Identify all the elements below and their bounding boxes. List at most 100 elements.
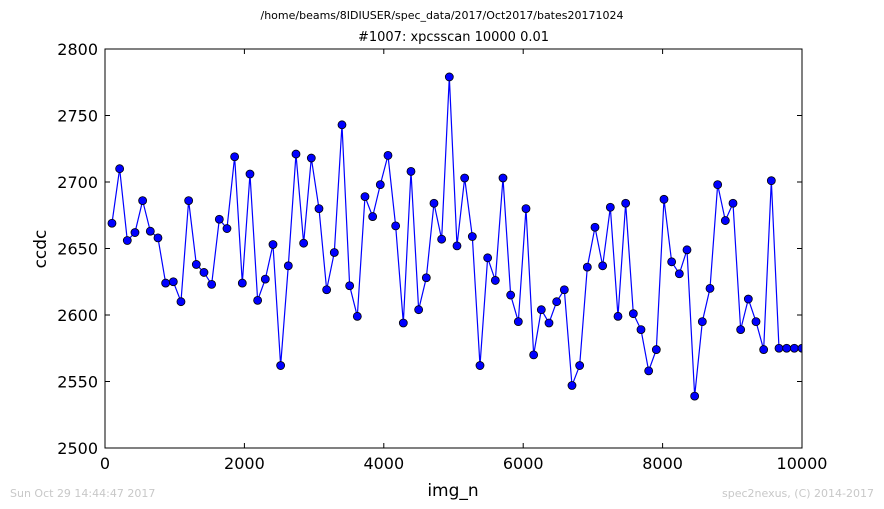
x-tick-label: 6000 [503, 454, 544, 473]
data-point [268, 240, 278, 249]
x-tick-label: 8000 [642, 454, 683, 473]
data-point [506, 290, 516, 300]
data-point [720, 216, 730, 225]
plot-marks [107, 72, 802, 401]
data-point [245, 169, 255, 179]
data-point [590, 222, 600, 232]
data-point [582, 262, 592, 272]
series-line [111, 76, 802, 397]
data-point [552, 297, 562, 307]
data-point [536, 305, 546, 315]
x-axis-label: img_n [427, 481, 478, 501]
chart-title: #1007: xpcsscan 10000 0.01 [357, 30, 550, 45]
data-point [667, 257, 677, 267]
data-point [651, 345, 661, 354]
data-point [437, 234, 447, 244]
data-point [751, 317, 761, 327]
data-point [230, 152, 240, 162]
data-point [575, 361, 585, 370]
data-point [460, 173, 470, 183]
data-point [329, 248, 339, 257]
data-point [168, 277, 178, 287]
data-point [375, 180, 385, 190]
data-point [276, 361, 286, 370]
data-point [153, 233, 163, 243]
data-point [299, 238, 309, 248]
data-point [115, 164, 125, 174]
data-point [345, 281, 355, 291]
data-point [122, 236, 132, 245]
y-axis-label: ccdc [31, 230, 51, 269]
data-point [138, 196, 148, 206]
data-point [283, 261, 293, 271]
data-point [429, 198, 439, 208]
data-point [613, 311, 623, 321]
x-tick-label: 10000 [777, 454, 828, 473]
data-point [782, 343, 792, 353]
data-point [314, 204, 324, 214]
data-point [253, 295, 263, 305]
data-point [659, 194, 669, 204]
data-point [191, 260, 201, 269]
data-point [145, 226, 155, 236]
data-point [567, 381, 577, 390]
data-point [490, 276, 500, 285]
data-point [759, 345, 769, 354]
data-point [697, 317, 707, 327]
data-point [690, 391, 700, 401]
data-point [544, 318, 554, 328]
footer-credit: spec2nexus, (C) 2014-2017 [722, 487, 874, 500]
data-point [797, 343, 802, 353]
footer-timestamp: Sun Oct 29 14:44:47 2017 [10, 487, 156, 500]
data-point [444, 72, 454, 82]
data-point [199, 268, 209, 277]
data-point [713, 180, 723, 190]
data-point [628, 309, 638, 319]
data-point [391, 221, 401, 231]
data-point [605, 202, 615, 212]
data-point [452, 241, 462, 251]
data-point [130, 228, 140, 237]
y-tick-label: 2750 [57, 107, 98, 126]
data-point [521, 204, 531, 214]
data-point [176, 297, 186, 307]
y-tick-label: 2800 [57, 40, 98, 59]
data-point [368, 212, 378, 221]
data-point [406, 166, 416, 176]
data-point [743, 294, 753, 304]
x-tick-label: 4000 [363, 454, 404, 473]
data-point [291, 149, 301, 159]
figure-suptitle: /home/beams/8IDIUSER/spec_data/2017/Oct2… [260, 9, 624, 22]
data-point [214, 214, 224, 224]
y-tick-label: 2650 [57, 240, 98, 259]
data-point [107, 218, 117, 228]
data-point [475, 361, 485, 370]
y-tick-label: 2550 [57, 373, 98, 392]
data-point [383, 150, 393, 160]
x-tick-label: 2000 [224, 454, 265, 473]
data-point [766, 176, 776, 186]
x-tick-label: 0 [100, 454, 110, 473]
data-point [421, 273, 431, 283]
y-tick-label: 2600 [57, 306, 98, 325]
data-point [360, 192, 370, 202]
data-point [161, 278, 171, 288]
data-point [352, 311, 362, 321]
data-point [682, 245, 692, 255]
data-point [644, 366, 654, 376]
data-point [260, 274, 270, 284]
data-point [237, 278, 247, 288]
data-point [513, 317, 523, 327]
data-point [736, 325, 746, 335]
data-point [598, 261, 608, 271]
data-point [529, 350, 539, 360]
data-point [705, 283, 715, 293]
data-point [774, 343, 784, 353]
data-point [559, 285, 569, 295]
data-point [222, 224, 232, 233]
data-point [414, 305, 424, 315]
data-point [636, 325, 646, 335]
data-point [483, 253, 493, 263]
